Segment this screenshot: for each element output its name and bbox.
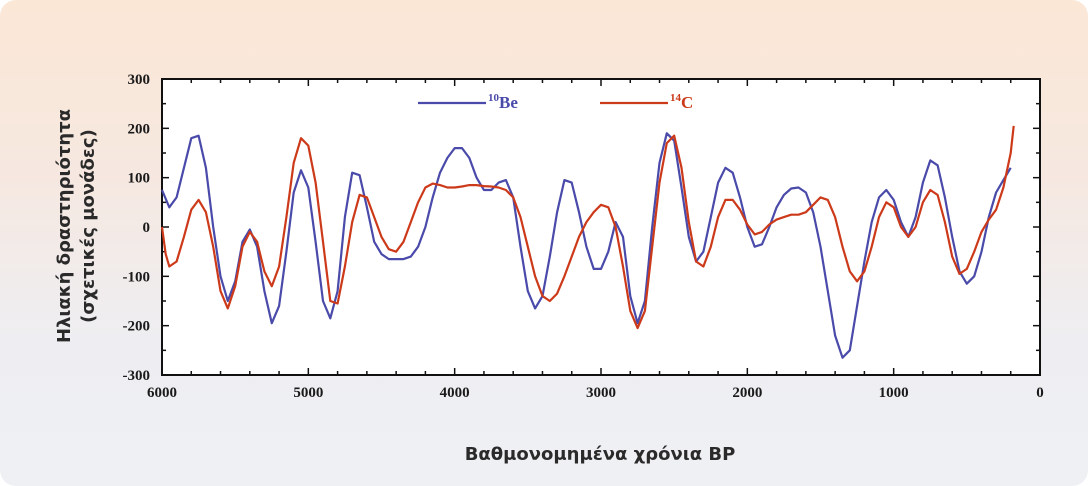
plot-area: 6000 5000 4000 3000 2000 1000 03002001000-100-… bbox=[123, 72, 1044, 401]
x-tick-label: 1000 bbox=[879, 385, 909, 401]
x-tick-label: 5000 bbox=[293, 385, 323, 401]
x-tick-label: 3000 bbox=[586, 385, 616, 401]
y-tick-label: 0 bbox=[143, 220, 151, 236]
y-tick-label: -100 bbox=[123, 269, 151, 285]
series-line-be bbox=[160, 132, 1012, 359]
legend-label-be: 10Be bbox=[488, 92, 518, 112]
y-tick-label: 100 bbox=[128, 171, 151, 187]
legend-label-c: 14C bbox=[670, 92, 693, 112]
y-tick-label: 300 bbox=[128, 72, 151, 88]
y-tick-label: -200 bbox=[123, 319, 151, 335]
x-tick-label: 6000 bbox=[147, 385, 177, 401]
series-line-c bbox=[160, 125, 1015, 330]
y-tick-label: -300 bbox=[123, 368, 151, 384]
x-tick-label: 2000 bbox=[732, 385, 762, 401]
y-axis-title: Ηλιακή δραστηριότητα (σχετικές μονάδες) bbox=[54, 109, 99, 343]
y-axis-title-line2: (σχετικές μονάδες) bbox=[78, 129, 99, 323]
x-axis-title: Βαθμονομημένα χρόνια BP bbox=[465, 444, 736, 465]
y-axis-title-line1: Ηλιακή δραστηριότητα bbox=[54, 109, 75, 343]
x-tick-label: 0 bbox=[1036, 385, 1044, 401]
x-tick-label: 4000 bbox=[440, 385, 470, 401]
plot-frame bbox=[161, 78, 1041, 376]
y-tick-label: 200 bbox=[128, 121, 151, 137]
